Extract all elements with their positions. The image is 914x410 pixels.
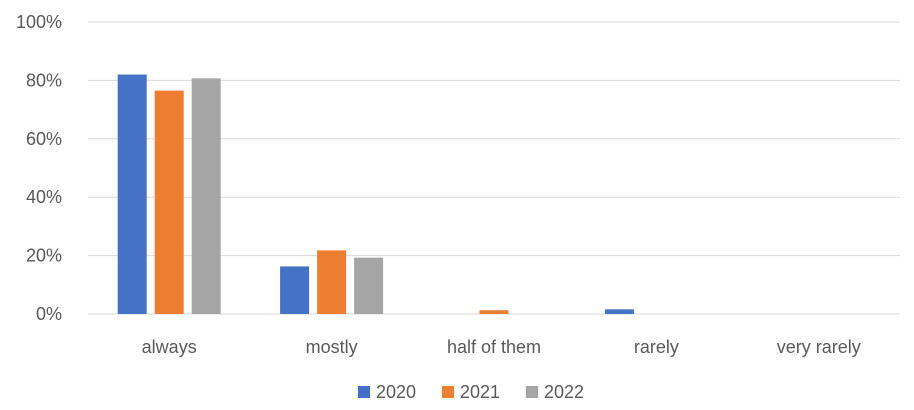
bar-2020-rarely [604, 309, 634, 314]
legend: 2020 2021 2022 [358, 382, 584, 402]
x-category-label: half of them [447, 337, 541, 357]
x-category-label: very rarely [777, 337, 861, 357]
y-tick-label: 20% [26, 246, 62, 266]
bar-2022-mostly [354, 257, 384, 314]
bar-2022-always [191, 78, 221, 314]
bar-2020-always [117, 74, 147, 314]
y-tick-label: 80% [26, 70, 62, 90]
y-tick-label: 100% [16, 12, 62, 32]
y-tick-label: 0% [36, 304, 62, 324]
bar-2021-mostly [317, 250, 347, 314]
x-category-label: mostly [306, 337, 358, 357]
x-axis-category-labels: always mostly half of them rarely very rarel… [142, 337, 861, 357]
bar-2020-mostly [280, 266, 310, 314]
legend-label: 2020 [376, 382, 416, 402]
legend-swatch-2022 [526, 386, 538, 398]
legend-swatch-2021 [442, 386, 454, 398]
x-category-label: always [142, 337, 197, 357]
x-category-label: rarely [634, 337, 679, 357]
bar-2021-always [154, 90, 184, 315]
gridlines [88, 21, 900, 315]
y-tick-label: 60% [26, 129, 62, 149]
y-tick-label: 40% [26, 187, 62, 207]
legend-swatch-2020 [358, 386, 370, 398]
legend-label: 2021 [460, 382, 500, 402]
y-axis-tick-labels: 0% 20% 40% 60% 80% 100% [16, 12, 62, 324]
legend-label: 2022 [544, 382, 584, 402]
bars [117, 74, 634, 315]
bar-2021-half-of-them [479, 310, 509, 314]
